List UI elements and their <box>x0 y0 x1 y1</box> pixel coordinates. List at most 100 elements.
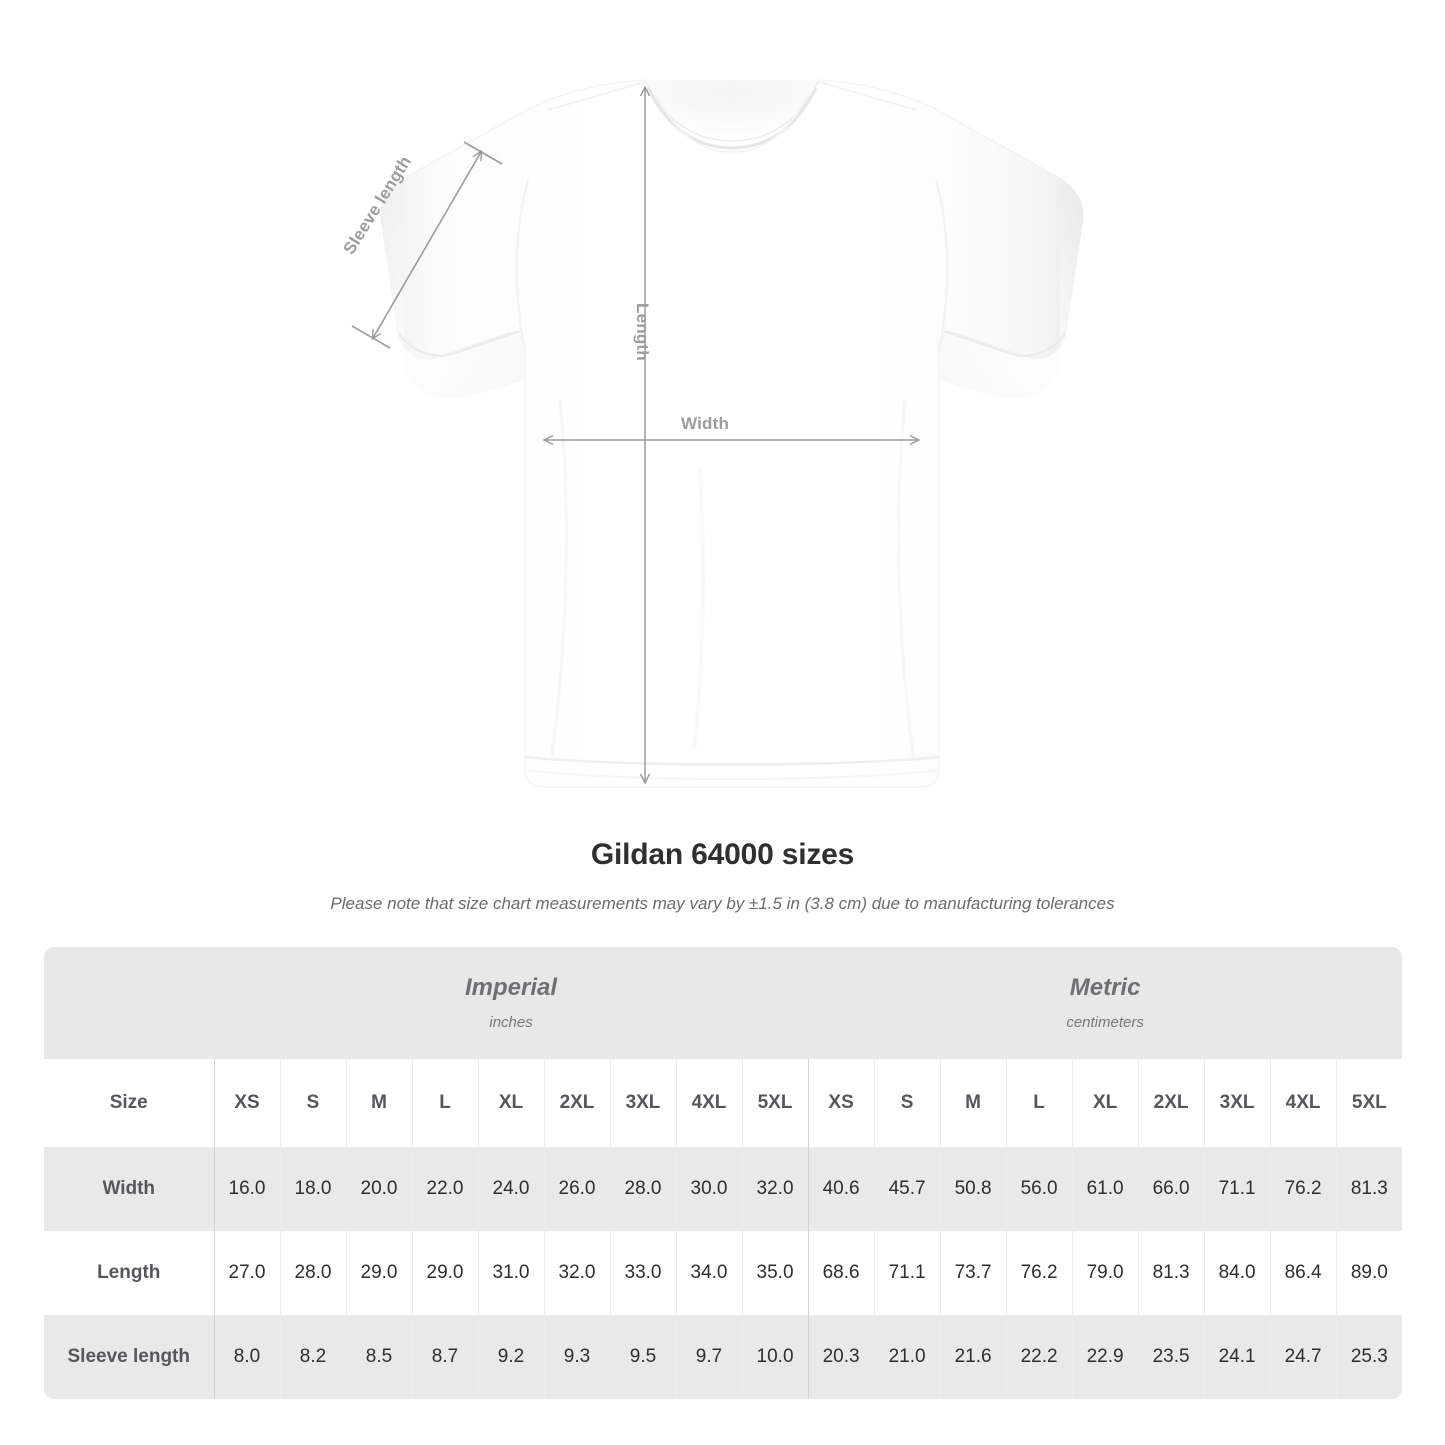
cell-length-m-imperial: 29.0 <box>345 1231 412 1315</box>
cell-length-xs-imperial: 27.0 <box>213 1231 280 1315</box>
size-chart-table: Imperial inches Metric centimeters Size XS S M L… <box>44 947 1403 1399</box>
cell-length-5xl-imperial: 35.0 <box>741 1231 809 1315</box>
column-header-5xl-metric: 5XL <box>1335 1059 1403 1147</box>
cell-width-xs-imperial: 16.0 <box>213 1147 280 1231</box>
table-row: Length 27.0 28.0 29.0 29.0 31.0 32.0 33.0 34.0 35… <box>44 1231 1403 1315</box>
tshirt-illustration <box>351 79 1084 788</box>
cell-sleeve-length-l-imperial: 8.7 <box>411 1315 478 1399</box>
column-header-xl-metric: XL <box>1071 1059 1139 1147</box>
unit-header-metric: Metric centimeters <box>808 947 1403 1059</box>
cell-width-s-imperial: 18.0 <box>279 1147 346 1231</box>
cell-sleeve-length-m-imperial: 8.5 <box>345 1315 412 1399</box>
cell-sleeve-length-s-metric: 21.0 <box>873 1315 941 1399</box>
table-row: Sleeve length 8.0 8.2 8.5 8.7 9.2 9.3 9.5 9.7 10.… <box>44 1315 1403 1399</box>
unit-band-row: Imperial inches Metric centimeters <box>44 947 1403 1059</box>
cell-sleeve-length-2xl-imperial: 9.3 <box>543 1315 610 1399</box>
cell-length-4xl-imperial: 34.0 <box>675 1231 742 1315</box>
cell-width-4xl-metric: 76.2 <box>1269 1147 1337 1231</box>
column-header-2xl-imperial: 2XL <box>543 1059 610 1147</box>
cell-width-xs-metric: 40.6 <box>807 1147 875 1231</box>
cell-sleeve-length-5xl-metric: 25.3 <box>1335 1315 1403 1399</box>
column-header-4xl-imperial: 4XL <box>675 1059 742 1147</box>
title-block: Gildan 64000 sizes Please note that size… <box>0 838 1445 914</box>
table-row: Width 16.0 18.0 20.0 22.0 24.0 26.0 28.0 30.0 32.… <box>44 1147 1403 1231</box>
column-header-xl-imperial: XL <box>477 1059 544 1147</box>
cell-width-2xl-metric: 66.0 <box>1137 1147 1205 1231</box>
column-header-l-imperial: L <box>411 1059 478 1147</box>
cell-width-2xl-imperial: 26.0 <box>543 1147 610 1231</box>
cell-width-3xl-metric: 71.1 <box>1203 1147 1271 1231</box>
cell-sleeve-length-xs-metric: 20.3 <box>807 1315 875 1399</box>
column-header-size: Size <box>44 1059 214 1147</box>
column-header-s-metric: S <box>873 1059 941 1147</box>
column-header-3xl-imperial: 3XL <box>609 1059 676 1147</box>
cell-width-xl-metric: 61.0 <box>1071 1147 1139 1231</box>
table-header-row: Size XS S M L XL 2XL 3XL 4XL 5XL XS S M L XL 2XL 3XL 4XL 5… <box>44 1059 1403 1147</box>
measurement-arrows <box>351 88 918 782</box>
unit-subtitle: inches <box>489 1013 533 1031</box>
size-chart-container: Imperial inches Metric centimeters Size XS S M L… <box>44 947 1403 1399</box>
row-label-width: Width <box>44 1147 214 1231</box>
cell-width-5xl-metric: 81.3 <box>1335 1147 1403 1231</box>
shirt-shape <box>380 79 1084 788</box>
cell-width-s-metric: 45.7 <box>873 1147 941 1231</box>
length-label: Length <box>633 303 652 361</box>
cell-length-l-imperial: 29.0 <box>411 1231 478 1315</box>
cell-length-xs-metric: 68.6 <box>807 1231 875 1315</box>
cell-sleeve-length-4xl-metric: 24.7 <box>1269 1315 1337 1399</box>
column-header-s-imperial: S <box>279 1059 346 1147</box>
cell-length-3xl-metric: 84.0 <box>1203 1231 1271 1315</box>
column-header-xs-imperial: XS <box>213 1059 280 1147</box>
cell-sleeve-length-m-metric: 21.6 <box>939 1315 1007 1399</box>
unit-name: Imperial <box>465 974 558 1002</box>
cell-length-s-metric: 71.1 <box>873 1231 941 1315</box>
cell-width-4xl-imperial: 30.0 <box>675 1147 742 1231</box>
unit-subtitle: centimeters <box>1066 1013 1144 1031</box>
unit-header-imperial: Imperial inches <box>214 947 809 1059</box>
sleeve-length-arrow <box>373 152 481 338</box>
cell-sleeve-length-xs-imperial: 8.0 <box>213 1315 280 1399</box>
cell-length-3xl-imperial: 33.0 <box>609 1231 676 1315</box>
cell-width-xl-imperial: 24.0 <box>477 1147 544 1231</box>
column-header-xs-metric: XS <box>807 1059 875 1147</box>
cell-sleeve-length-l-metric: 22.2 <box>1005 1315 1073 1399</box>
row-label-sleeve-length: Sleeve length <box>44 1315 214 1399</box>
column-header-3xl-metric: 3XL <box>1203 1059 1271 1147</box>
tolerance-note: Please note that size chart measurements… <box>330 894 1115 913</box>
cell-width-3xl-imperial: 28.0 <box>609 1147 676 1231</box>
width-label: Width <box>681 414 730 433</box>
column-header-4xl-metric: 4XL <box>1269 1059 1337 1147</box>
cell-length-xl-metric: 79.0 <box>1071 1231 1139 1315</box>
cell-width-m-imperial: 20.0 <box>345 1147 412 1231</box>
column-header-l-metric: L <box>1005 1059 1073 1147</box>
cell-sleeve-length-4xl-imperial: 9.7 <box>675 1315 742 1399</box>
cell-sleeve-length-s-imperial: 8.2 <box>279 1315 346 1399</box>
cell-width-5xl-imperial: 32.0 <box>741 1147 809 1231</box>
cell-width-l-imperial: 22.0 <box>411 1147 478 1231</box>
cell-length-m-metric: 73.7 <box>939 1231 1007 1315</box>
cell-length-s-imperial: 28.0 <box>279 1231 346 1315</box>
cell-length-4xl-metric: 86.4 <box>1269 1231 1337 1315</box>
row-label-length: Length <box>44 1231 214 1315</box>
cell-length-5xl-metric: 89.0 <box>1335 1231 1403 1315</box>
cell-length-2xl-imperial: 32.0 <box>543 1231 610 1315</box>
column-header-m-metric: M <box>939 1059 1007 1147</box>
unit-band-spacer <box>44 947 214 1059</box>
cell-sleeve-length-xl-metric: 22.9 <box>1071 1315 1139 1399</box>
cell-width-l-metric: 56.0 <box>1005 1147 1073 1231</box>
column-header-5xl-imperial: 5XL <box>741 1059 809 1147</box>
cell-sleeve-length-3xl-metric: 24.1 <box>1203 1315 1271 1399</box>
column-header-2xl-metric: 2XL <box>1137 1059 1205 1147</box>
unit-name: Metric <box>1069 974 1141 1002</box>
cell-sleeve-length-5xl-imperial: 10.0 <box>741 1315 809 1399</box>
cell-width-m-metric: 50.8 <box>939 1147 1007 1231</box>
cell-length-l-metric: 76.2 <box>1005 1231 1073 1315</box>
cell-sleeve-length-3xl-imperial: 9.5 <box>609 1315 676 1399</box>
cell-sleeve-length-xl-imperial: 9.2 <box>477 1315 544 1399</box>
page-title: Gildan 64000 sizes <box>590 838 855 871</box>
cell-length-xl-imperial: 31.0 <box>477 1231 544 1315</box>
cell-length-2xl-metric: 81.3 <box>1137 1231 1205 1315</box>
tshirt-diagram: Sleeve length Length Width <box>340 79 1084 788</box>
column-header-m-imperial: M <box>345 1059 412 1147</box>
cell-sleeve-length-2xl-metric: 23.5 <box>1137 1315 1205 1399</box>
